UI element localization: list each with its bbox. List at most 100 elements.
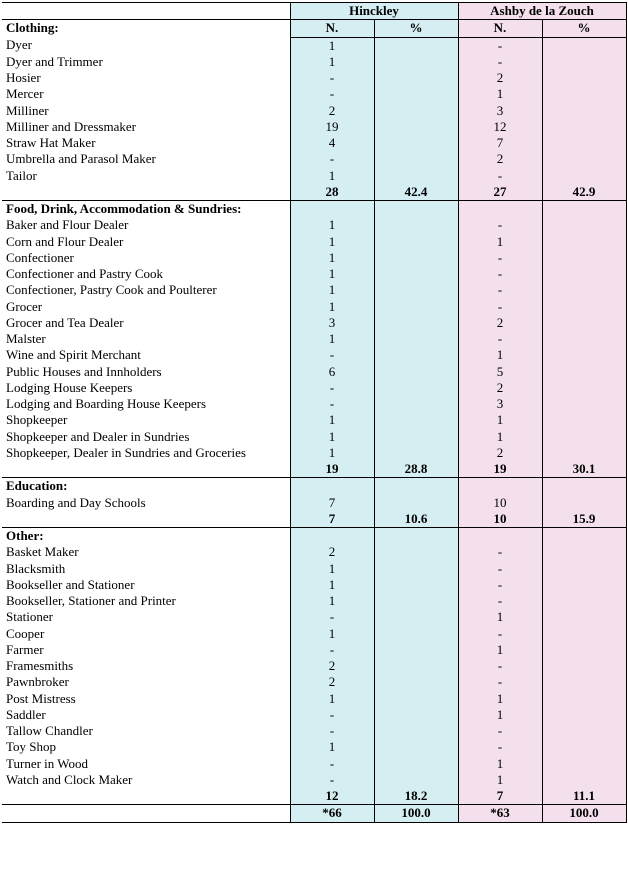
cell [374, 478, 458, 495]
row-label: Straw Hat Maker [2, 135, 290, 151]
row-label: Basket Maker [2, 544, 290, 560]
cell-a-pct [542, 561, 626, 577]
cell-h-pct [374, 756, 458, 772]
row-label: Saddler [2, 707, 290, 723]
cell-h-pct [374, 234, 458, 250]
cell-h-n: 1 [290, 168, 374, 184]
cell-h-n: 1 [290, 54, 374, 70]
cell-a-n: - [458, 593, 542, 609]
cell [542, 201, 626, 218]
cell-a-pct [542, 86, 626, 102]
row-label: Umbrella and Parasol Maker [2, 151, 290, 167]
cell-h-pct [374, 86, 458, 102]
cell-h-n: - [290, 86, 374, 102]
cell-h-n: 1 [290, 577, 374, 593]
col-pct-ashby: % [542, 20, 626, 37]
cell-a-pct [542, 544, 626, 560]
cell [374, 528, 458, 545]
cell-h-pct [374, 691, 458, 707]
subtotal-h-n: 12 [290, 788, 374, 805]
cell-a-pct [542, 282, 626, 298]
cell-a-pct [542, 772, 626, 788]
cell-a-n: 1 [458, 642, 542, 658]
grand-a-pct: 100.0 [542, 805, 626, 822]
cell-a-n: - [458, 168, 542, 184]
section-title: Clothing: [2, 20, 290, 37]
col-n-ashby: N. [458, 20, 542, 37]
cell-h-n: 4 [290, 135, 374, 151]
cell-a-pct [542, 723, 626, 739]
cell-a-pct [542, 739, 626, 755]
row-label: Boarding and Day Schools [2, 495, 290, 511]
cell [458, 478, 542, 495]
cell-a-n: 1 [458, 347, 542, 363]
cell-a-pct [542, 412, 626, 428]
cell-a-pct [542, 593, 626, 609]
row-label: Grocer and Tea Dealer [2, 315, 290, 331]
cell-h-n: 1 [290, 593, 374, 609]
cell-h-n: 1 [290, 234, 374, 250]
cell-h-n: 1 [290, 412, 374, 428]
cell-h-n: 1 [290, 561, 374, 577]
cell [290, 201, 374, 218]
subtotal-label [2, 511, 290, 528]
row-label: Lodging House Keepers [2, 380, 290, 396]
cell-a-n: 3 [458, 396, 542, 412]
cell [458, 201, 542, 218]
row-label: Tallow Chandler [2, 723, 290, 739]
cell-a-pct [542, 217, 626, 233]
cell [374, 201, 458, 218]
cell [542, 528, 626, 545]
cell-h-pct [374, 151, 458, 167]
row-label: Grocer [2, 299, 290, 315]
cell [458, 528, 542, 545]
cell-a-n: - [458, 282, 542, 298]
cell-a-pct [542, 331, 626, 347]
cell-a-n: 2 [458, 151, 542, 167]
cell-a-n: - [458, 37, 542, 54]
subtotal-label [2, 184, 290, 201]
subtotal-label [2, 788, 290, 805]
cell-h-n: - [290, 70, 374, 86]
subtotal-a-n: 27 [458, 184, 542, 201]
cell-a-pct [542, 54, 626, 70]
cell-a-pct [542, 577, 626, 593]
cell-a-pct [542, 707, 626, 723]
row-label: Lodging and Boarding House Keepers [2, 396, 290, 412]
cell-h-n: 1 [290, 331, 374, 347]
cell-h-pct [374, 380, 458, 396]
cell-a-n: 1 [458, 707, 542, 723]
cell-a-pct [542, 609, 626, 625]
cell-h-n: 2 [290, 544, 374, 560]
cell-h-pct [374, 772, 458, 788]
row-label: Framesmiths [2, 658, 290, 674]
cell-a-n: - [458, 54, 542, 70]
cell-h-pct [374, 168, 458, 184]
cell-h-pct [374, 593, 458, 609]
cell-a-pct [542, 396, 626, 412]
cell-a-pct [542, 168, 626, 184]
cell-a-n: 1 [458, 412, 542, 428]
cell-a-pct [542, 266, 626, 282]
cell-h-pct [374, 266, 458, 282]
cell-a-n: 2 [458, 380, 542, 396]
cell-a-n: 2 [458, 70, 542, 86]
cell-h-pct [374, 445, 458, 461]
row-label: Wine and Spirit Merchant [2, 347, 290, 363]
grand-a-n: *63 [458, 805, 542, 822]
cell-h-pct [374, 412, 458, 428]
row-label: Shopkeeper [2, 412, 290, 428]
cell-h-n: 1 [290, 626, 374, 642]
cell-h-pct [374, 315, 458, 331]
cell-a-pct [542, 103, 626, 119]
cell-a-n: - [458, 561, 542, 577]
header-ashby: Ashby de la Zouch [458, 3, 626, 20]
row-label: Post Mistress [2, 691, 290, 707]
cell-a-n: 3 [458, 103, 542, 119]
row-label: Watch and Clock Maker [2, 772, 290, 788]
row-label: Blacksmith [2, 561, 290, 577]
row-label: Farmer [2, 642, 290, 658]
subtotal-h-pct: 18.2 [374, 788, 458, 805]
cell-a-n: - [458, 217, 542, 233]
cell-h-n: 3 [290, 315, 374, 331]
